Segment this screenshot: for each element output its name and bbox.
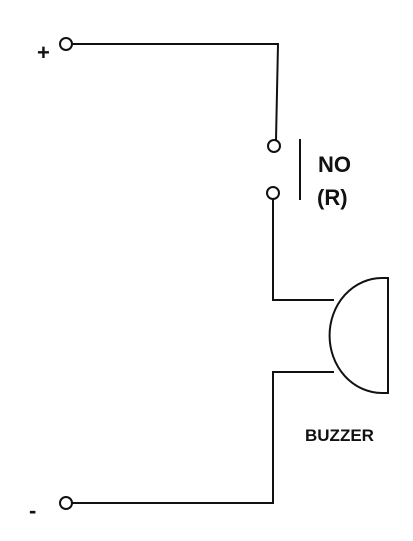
positive-terminal-label: + xyxy=(37,40,50,65)
switch-contact-bottom xyxy=(266,186,280,200)
positive-wire xyxy=(71,43,280,142)
switch-contact-top xyxy=(267,139,281,153)
buzzer-body xyxy=(328,277,389,394)
contact-label-no: NO xyxy=(318,152,351,177)
positive-terminal xyxy=(59,37,73,51)
negative-terminal-label: - xyxy=(29,498,36,523)
switch-to-buzzer-wire xyxy=(272,198,334,301)
negative-wire xyxy=(71,371,334,504)
contact-label-r: (R) xyxy=(317,185,348,210)
negative-terminal xyxy=(59,496,73,510)
buzzer-label: BUZZER xyxy=(305,426,374,445)
